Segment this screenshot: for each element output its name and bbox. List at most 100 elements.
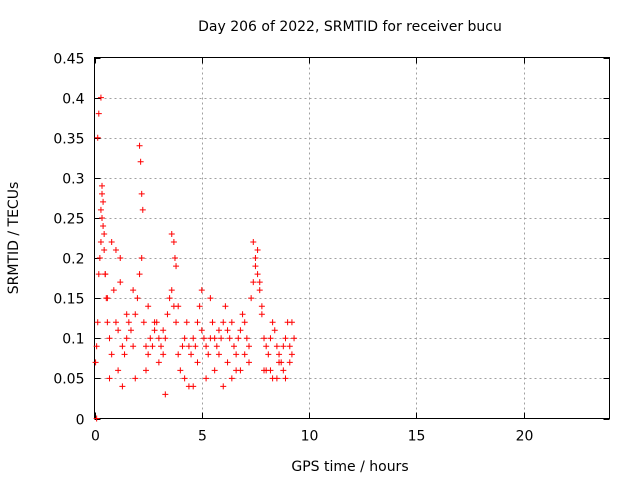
data-point	[273, 375, 280, 382]
data-point	[213, 343, 220, 350]
data-point	[102, 271, 109, 278]
data-point	[160, 351, 167, 358]
data-point	[248, 295, 255, 302]
data-point	[155, 359, 162, 366]
data-point	[112, 319, 119, 326]
data-point	[209, 319, 216, 326]
data-point	[170, 239, 177, 246]
data-point	[149, 343, 156, 350]
data-point	[123, 335, 130, 342]
data-point	[106, 375, 113, 382]
data-point	[185, 343, 192, 350]
data-point	[254, 271, 261, 278]
data-point	[246, 343, 252, 350]
x-axis-label: GPS time / hours	[291, 459, 408, 475]
y-tick-label: 0.2	[62, 252, 84, 268]
data-point	[117, 279, 124, 286]
data-point	[171, 255, 178, 262]
data-point	[198, 287, 205, 294]
data-point	[136, 271, 143, 278]
data-point	[96, 255, 103, 262]
data-point	[215, 327, 222, 334]
data-point	[106, 335, 113, 342]
points-layer	[92, 94, 298, 422]
data-point	[112, 247, 119, 254]
y-tick-label: 0	[76, 413, 85, 429]
data-point	[134, 295, 141, 302]
grid-layer	[94, 57, 610, 419]
data-point	[256, 287, 263, 294]
data-point	[220, 319, 227, 326]
data-point	[151, 327, 158, 334]
data-point	[273, 343, 280, 350]
data-point	[198, 327, 205, 334]
data-point	[145, 351, 152, 358]
data-point	[173, 263, 180, 270]
data-point	[100, 198, 107, 205]
data-point	[226, 335, 233, 342]
y-tick-label: 0.3	[62, 172, 84, 188]
data-point	[110, 287, 117, 294]
data-point	[228, 375, 235, 382]
data-point	[108, 351, 115, 358]
data-point	[194, 359, 201, 366]
data-point	[99, 190, 106, 197]
plot-frame	[94, 57, 610, 419]
data-point	[205, 351, 212, 358]
y-tick-label: 0.15	[53, 292, 84, 308]
data-point	[252, 263, 259, 270]
data-point	[94, 319, 101, 326]
chart-title: Day 206 of 2022, SRMTID for receiver buc…	[198, 19, 502, 35]
data-point	[132, 375, 139, 382]
data-point	[151, 319, 158, 326]
data-point	[215, 351, 222, 358]
data-point	[271, 327, 278, 334]
data-point	[254, 247, 261, 254]
data-point	[190, 335, 197, 342]
data-point	[104, 295, 111, 302]
x-tick-label: 10	[301, 429, 319, 445]
data-point	[117, 255, 124, 262]
data-point	[143, 367, 149, 374]
data-point	[288, 351, 295, 358]
data-point	[130, 287, 137, 294]
data-point	[162, 335, 169, 342]
data-point	[175, 303, 182, 310]
data-point	[224, 359, 231, 366]
data-point	[233, 351, 240, 358]
data-point	[288, 319, 295, 326]
data-point	[246, 359, 252, 366]
data-point	[282, 335, 289, 342]
data-point	[183, 319, 190, 326]
data-point	[97, 239, 104, 246]
data-point	[200, 335, 207, 342]
data-point	[280, 367, 287, 374]
data-point	[104, 319, 111, 326]
data-point	[140, 319, 147, 326]
data-point	[286, 343, 293, 350]
data-point	[218, 335, 225, 342]
data-point	[94, 134, 101, 141]
data-point	[241, 351, 248, 358]
x-tick-label: 5	[198, 429, 207, 445]
data-point	[241, 319, 248, 326]
data-point	[97, 94, 104, 101]
data-point	[164, 311, 171, 318]
data-point	[127, 327, 134, 334]
data-point	[93, 415, 100, 422]
data-point	[280, 343, 287, 350]
data-point	[203, 375, 210, 382]
data-point	[188, 351, 195, 358]
data-point	[239, 311, 246, 318]
data-point	[237, 327, 244, 334]
x-tick-label: 0	[91, 429, 100, 445]
data-point	[92, 359, 99, 366]
data-point	[145, 303, 152, 310]
data-point	[261, 335, 268, 342]
data-point	[147, 335, 154, 342]
data-point	[250, 279, 257, 286]
data-point	[137, 158, 144, 165]
data-point	[136, 142, 143, 149]
data-point	[222, 303, 229, 310]
